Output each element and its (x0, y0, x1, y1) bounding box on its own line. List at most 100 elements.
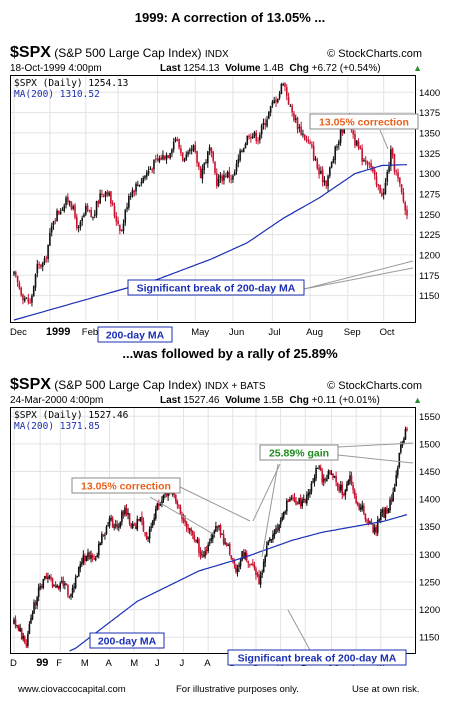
price-body (94, 557, 97, 561)
price-body (339, 129, 342, 143)
price-body (150, 526, 152, 529)
price-body (124, 209, 127, 224)
price-body (376, 520, 379, 533)
price-body (239, 150, 241, 161)
price-body (404, 202, 407, 211)
price-body (133, 524, 136, 526)
price-body (176, 501, 179, 505)
price-body (128, 513, 131, 524)
price-body (93, 558, 95, 560)
price-body (212, 534, 214, 540)
price-body (402, 192, 405, 202)
price-body (117, 220, 119, 225)
price-body (199, 167, 202, 179)
x-tick-label: Aug (306, 327, 323, 338)
price-body (119, 224, 121, 231)
price-body (48, 576, 51, 578)
correction-annotation-box (71, 477, 181, 494)
price-body (388, 166, 390, 172)
price-body (309, 491, 311, 495)
price-body (391, 148, 394, 156)
price-body (198, 539, 200, 553)
symbol: $SPX (10, 44, 51, 61)
price-body (139, 517, 142, 521)
price-body (281, 516, 283, 521)
price-body (204, 551, 206, 557)
price-body (400, 444, 402, 453)
price-body (375, 526, 377, 533)
price-body (23, 298, 26, 301)
brand-stockcharts[interactable]: © StockCharts.com (327, 48, 422, 60)
price-body (293, 497, 296, 503)
price-body (181, 514, 183, 520)
x-tick-label: J (155, 658, 160, 669)
price-body (97, 544, 100, 556)
price-body (145, 532, 148, 538)
price-body (244, 143, 247, 149)
price-body (27, 633, 29, 647)
y-tick-label: 1150 (419, 291, 439, 302)
price-body (59, 211, 62, 215)
price-body (387, 508, 390, 513)
price-body (38, 263, 40, 265)
price-body (299, 498, 302, 507)
price-body (352, 130, 354, 135)
footer-website[interactable]: www.ciovaccocapital.com (18, 684, 126, 695)
price-body (142, 177, 145, 183)
price-body (190, 149, 193, 151)
price-body (359, 507, 362, 510)
price-body (253, 131, 256, 137)
price-body (372, 166, 374, 172)
price-body (20, 287, 22, 296)
price-body (225, 543, 228, 545)
price-body (29, 302, 31, 304)
annotation-leader (303, 267, 414, 290)
index-name: (S&P 500 Large Cap Index) (54, 378, 202, 392)
x-tick-label: May (191, 327, 209, 338)
price-body (163, 155, 166, 160)
price-body (90, 555, 92, 559)
brand-stockcharts[interactable]: © StockCharts.com (327, 380, 422, 392)
caption-top: 1999: A correction of 13.05% ... (134, 10, 326, 25)
price-body (70, 593, 72, 597)
price-body (332, 473, 334, 478)
price-body (145, 172, 148, 177)
price-body (269, 539, 271, 541)
price-body (395, 170, 398, 172)
price-body (233, 560, 236, 565)
index-name: (S&P 500 Large Cap Index) (54, 46, 202, 60)
price-body (190, 528, 193, 532)
price-body (162, 495, 165, 501)
price-body (296, 117, 299, 130)
ma200-line (69, 514, 408, 652)
price-body (363, 505, 365, 514)
price-body (280, 84, 283, 94)
x-tick-label: 1999 (46, 326, 70, 338)
ma200-annotation-label: 200-day MA (98, 636, 157, 648)
price-body (361, 148, 363, 162)
up-arrow-icon: ▲ (413, 63, 422, 73)
price-body (203, 163, 206, 170)
price-body (316, 159, 319, 169)
price-body (16, 276, 19, 283)
legend-ma: MA(200) 1310.52 (14, 89, 100, 100)
price-body (353, 490, 356, 496)
price-body (188, 528, 191, 530)
price-body (147, 537, 149, 540)
price-body (262, 561, 265, 573)
ma200-line (13, 164, 407, 321)
price-body (244, 552, 246, 559)
price-body (81, 218, 83, 222)
price-body (34, 274, 37, 288)
price-body (338, 486, 340, 492)
price-body (136, 519, 139, 530)
price-body (149, 168, 152, 170)
y-tick-label: 1375 (419, 108, 440, 119)
price-body (344, 490, 347, 496)
price-body (301, 500, 303, 507)
price-body (363, 159, 365, 162)
price-body (324, 478, 327, 481)
price-body (235, 163, 238, 172)
price-body (341, 128, 344, 133)
price-body (140, 181, 143, 184)
